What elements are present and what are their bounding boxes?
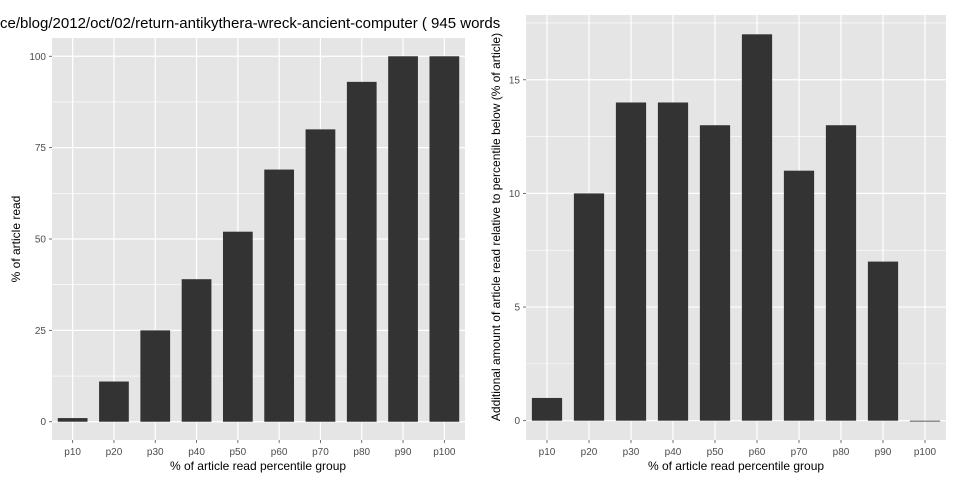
- y-axis-label: Additional amount of article read relati…: [489, 33, 503, 421]
- y-tick-labels: 0 5 10 15: [509, 75, 526, 427]
- y-tick-label: 0: [40, 417, 46, 428]
- x-tick-label: p50: [707, 447, 724, 458]
- bar-p50: [699, 125, 731, 421]
- x-tick-label: p60: [271, 447, 288, 458]
- bar-p20: [573, 193, 605, 421]
- x-tick-label: p10: [64, 447, 81, 458]
- bar-p40: [657, 102, 689, 421]
- chart-right: 0 5 10 15 p10 p20 p30 p40 p50 p60 p70 p80 p90 p100 %…: [489, 15, 946, 473]
- y-tick-labels: 0 25 50 75 100: [29, 52, 52, 428]
- bar-p10: [531, 397, 563, 421]
- bars: [57, 56, 460, 422]
- x-tick-labels: p10 p20 p30 p40 p50 p60 p70 p80 p90 p100: [539, 440, 937, 458]
- x-tick-label: p80: [353, 447, 370, 458]
- x-tick-label: p80: [833, 447, 850, 458]
- x-tick-label: p40: [665, 447, 682, 458]
- y-tick-label: 15: [509, 75, 521, 86]
- y-axis-label: % of article read: [9, 196, 23, 283]
- y-tick-label: 0: [514, 416, 520, 427]
- bar-p100: [909, 420, 941, 422]
- x-tick-label: p90: [395, 447, 412, 458]
- y-tick-label: 100: [29, 52, 46, 63]
- x-tick-label: p30: [147, 447, 164, 458]
- y-tick-label: 10: [509, 189, 521, 200]
- bar-p40: [181, 279, 212, 422]
- bar-p90: [867, 261, 899, 421]
- x-tick-label: p100: [914, 447, 937, 458]
- x-axis-label: % of article read percentile group: [170, 459, 346, 473]
- bar-p50: [222, 231, 253, 422]
- bar-p60: [264, 169, 295, 422]
- bar-p80: [825, 125, 857, 421]
- bar-p20: [99, 381, 129, 422]
- bar-p70: [783, 170, 815, 421]
- bar-p90: [388, 56, 418, 422]
- x-tick-label: p70: [791, 447, 808, 458]
- x-tick-label: p10: [539, 447, 556, 458]
- bars: [531, 34, 941, 422]
- y-tick-label: 25: [35, 326, 47, 337]
- bar-p70: [305, 129, 336, 422]
- y-tick-label: 50: [35, 235, 47, 246]
- x-tick-label: p20: [106, 447, 123, 458]
- y-tick-label: 75: [35, 143, 47, 154]
- x-tick-label: p30: [623, 447, 640, 458]
- bar-p10: [57, 418, 88, 422]
- x-tick-label: p100: [433, 447, 456, 458]
- x-tick-label: p40: [188, 447, 205, 458]
- x-tick-label: p90: [875, 447, 892, 458]
- x-tick-label: p50: [230, 447, 247, 458]
- bar-p100: [429, 56, 460, 422]
- bar-p80: [346, 81, 377, 422]
- bar-p30: [140, 330, 171, 422]
- x-tick-label: p70: [312, 447, 329, 458]
- x-axis-label: % of article read percentile group: [648, 459, 824, 473]
- bar-p60: [741, 34, 773, 421]
- x-tick-labels: p10 p20 p30 p40 p50 p60 p70 p80 p90 p100: [64, 440, 456, 458]
- bar-p30: [615, 102, 647, 421]
- chart-title: ce/blog/2012/oct/02/return-antikythera-w…: [0, 15, 501, 32]
- y-tick-label: 5: [514, 303, 520, 314]
- x-tick-label: p60: [749, 447, 766, 458]
- x-tick-label: p20: [581, 447, 598, 458]
